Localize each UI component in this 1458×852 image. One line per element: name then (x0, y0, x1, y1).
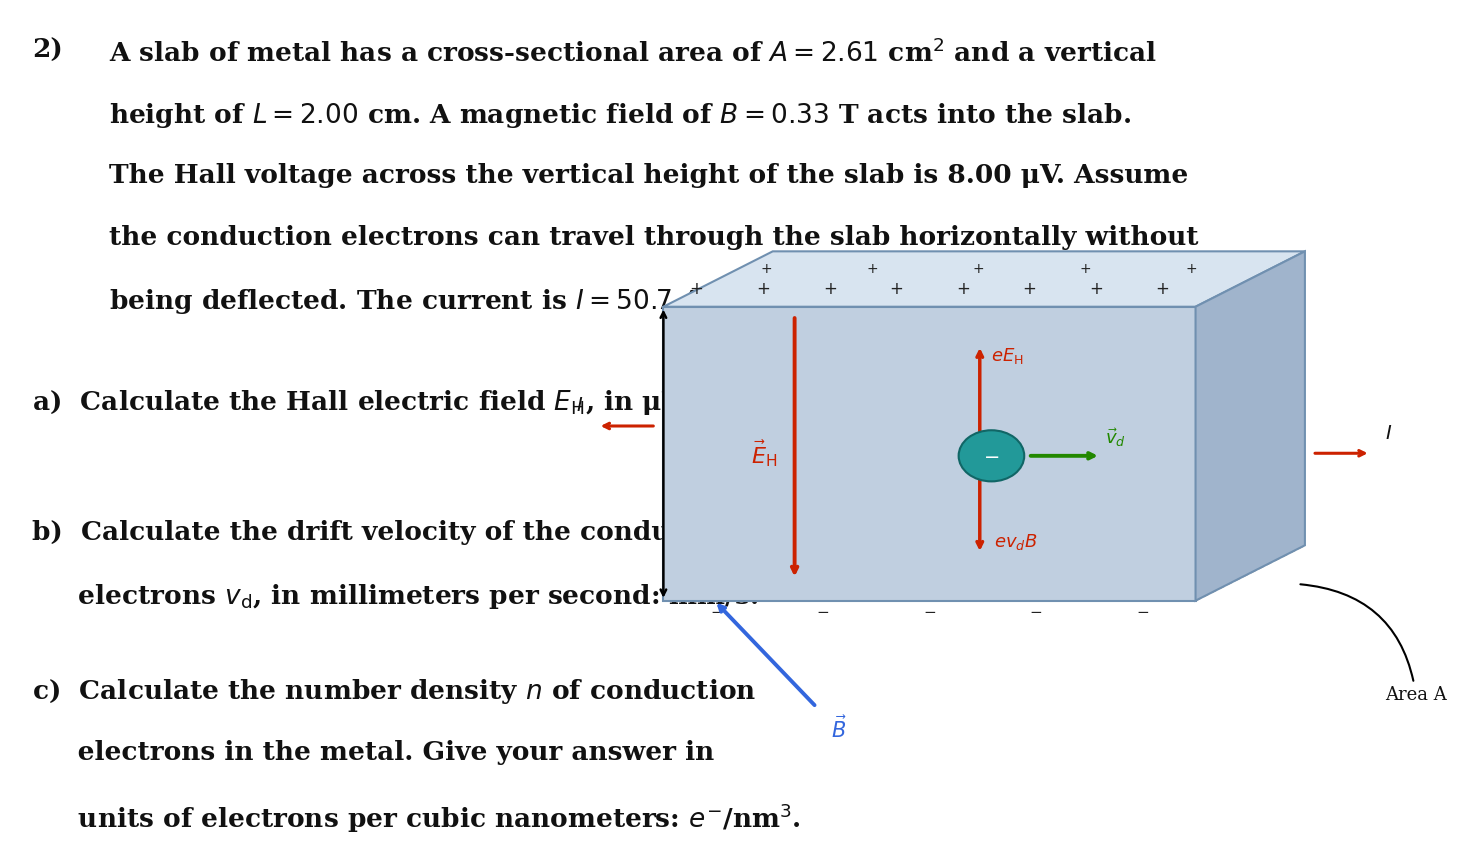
Text: $eE_{\mathrm{H}}$: $eE_{\mathrm{H}}$ (991, 347, 1024, 366)
Text: +: + (1079, 262, 1091, 276)
Text: $ev_d B$: $ev_d B$ (994, 532, 1038, 552)
Text: −: − (1029, 605, 1042, 620)
Text: +: + (1155, 280, 1169, 298)
Text: electrons in the metal. Give your answer in: electrons in the metal. Give your answer… (32, 740, 714, 764)
Text: +: + (760, 262, 771, 276)
Text: $\vec{E}_{\mathrm{H}}$: $\vec{E}_{\mathrm{H}}$ (751, 438, 777, 469)
Text: a)  Calculate the Hall electric field $E_{\mathrm{H}}$, in μV/m.: a) Calculate the Hall electric field $E_… (32, 388, 729, 417)
Polygon shape (663, 307, 1196, 601)
Text: c)  Calculate the number density $n$ of conduction: c) Calculate the number density $n$ of c… (32, 677, 757, 706)
Text: electrons $v_{\mathrm{d}}$, in millimeters per second: mm/s.: electrons $v_{\mathrm{d}}$, in millimete… (32, 582, 758, 611)
Text: +: + (956, 280, 970, 298)
Text: +: + (972, 262, 984, 276)
Text: +: + (757, 280, 770, 298)
Text: +: + (1089, 280, 1102, 298)
Text: +: + (822, 280, 837, 298)
Text: Area A: Area A (1301, 584, 1446, 705)
Text: $\vec{v}_d$: $\vec{v}_d$ (1105, 426, 1126, 449)
Text: 2): 2) (32, 38, 63, 63)
Text: b)  Calculate the drift velocity of the conduction: b) Calculate the drift velocity of the c… (32, 520, 745, 544)
Text: the conduction electrons can travel through the slab horizontally without: the conduction electrons can travel thro… (109, 225, 1198, 250)
Ellipse shape (959, 430, 1024, 481)
Text: −: − (923, 605, 936, 620)
Text: −: − (1136, 605, 1149, 620)
Text: $\vec{B}$: $\vec{B}$ (831, 716, 847, 742)
Text: $I$: $I$ (1385, 425, 1392, 443)
Text: $-$: $-$ (983, 446, 1000, 465)
Polygon shape (1196, 251, 1305, 601)
Text: height of $L = 2.00$ cm. A magnetic field of $B = 0.33$ T acts into the slab.: height of $L = 2.00$ cm. A magnetic fiel… (109, 101, 1131, 130)
Text: A slab of metal has a cross-sectional area of $A = 2.61$ cm$^2$ and a vertical: A slab of metal has a cross-sectional ar… (109, 38, 1158, 66)
Text: +: + (889, 280, 903, 298)
Polygon shape (663, 251, 1305, 307)
Text: +: + (690, 280, 704, 298)
Text: −: − (816, 605, 830, 620)
Text: +: + (866, 262, 878, 276)
Text: +: + (1022, 280, 1037, 298)
Text: $I$: $I$ (576, 397, 583, 415)
Text: The Hall voltage across the vertical height of the slab is 8.00 μV. Assume: The Hall voltage across the vertical hei… (109, 163, 1188, 187)
Text: +: + (1185, 262, 1197, 276)
Text: −: − (710, 605, 723, 620)
Text: being deflected. The current is $I = 50.7$ A.: being deflected. The current is $I = 50.… (109, 287, 712, 316)
Text: units of electrons per cubic nanometers: $e^{-}$/nm$^3$.: units of electrons per cubic nanometers:… (32, 802, 800, 835)
